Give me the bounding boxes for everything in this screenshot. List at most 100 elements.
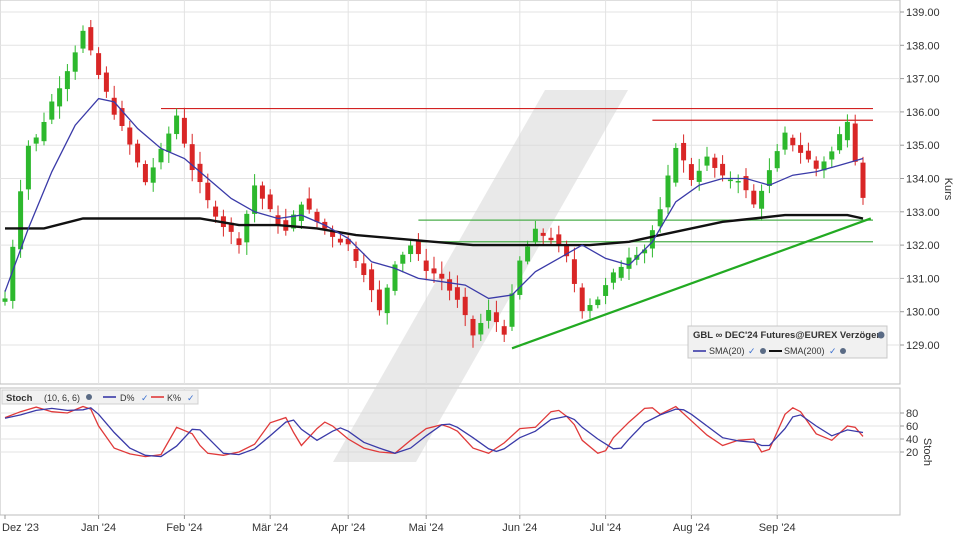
candle-body [673,147,679,183]
candle-body [759,190,765,209]
candle-body [72,52,78,72]
candle-body [782,132,788,150]
candle-body [603,285,609,296]
candle-body [587,305,593,311]
price-axis-title: Kurs [942,178,954,201]
candle-body [119,108,125,126]
candle-body [88,27,94,51]
candle-body [57,88,63,107]
candle-body [415,241,421,255]
candle-body [244,213,250,243]
candle-body [103,72,109,92]
stoch-lines-layer [4,405,864,458]
month-tick-label: Feb '24 [166,522,202,534]
candle-body [447,279,453,291]
candle-body [798,145,804,153]
candle-body [571,259,577,284]
candle-body [470,318,476,336]
candle-body [174,115,180,135]
candle-body [205,182,211,201]
legend-sma20-label: SMA(20) [709,346,745,356]
candle-body [657,209,663,227]
candle-body [618,266,624,278]
candle-body [727,179,733,182]
sma-layer [4,97,864,300]
month-tick-label: Aug '24 [673,522,710,534]
gear-icon[interactable] [877,331,885,339]
candle-body [33,137,39,144]
candle-body [298,204,304,221]
check-icon[interactable]: ✓ [187,393,195,403]
price-tick-label: 136.00 [906,107,940,119]
candle-body [431,268,437,274]
price-tick-label: 133.00 [906,207,940,219]
gear-icon[interactable] [86,394,92,400]
levels-layer [161,107,873,350]
month-tick-label: Jun '24 [502,522,537,534]
candle-body [564,245,570,257]
candle-body [540,232,546,236]
candle-body [696,170,702,182]
candle-body [735,181,741,183]
candle-body [462,296,468,316]
stoch-legend-box [1,389,199,405]
candle-body [525,246,531,262]
candle-body [236,238,242,246]
candle-body [704,156,710,166]
month-tick-label: Jul '24 [590,522,621,534]
candle-body [213,206,219,217]
candle-body [158,148,164,163]
stoch-d-line [4,407,864,458]
check-icon[interactable]: ✓ [829,346,837,356]
candle-body [291,214,297,229]
candle-body [49,101,55,120]
candle-body [353,249,359,262]
legend-k-label: K% [167,393,181,403]
sma200-line [5,213,864,247]
gear-icon[interactable] [840,348,846,354]
candles-layer [2,20,866,348]
month-tick-label: Jan '24 [81,522,116,534]
price-grid [0,0,900,384]
candle-body [142,164,148,183]
candle-body [556,234,562,246]
month-tick-label: Dez '23 [2,522,39,534]
candle-body [314,211,320,222]
candle-body [665,175,671,208]
candle-body [189,144,195,171]
month-tick-label: Sep '24 [759,522,796,534]
check-icon[interactable]: ✓ [141,393,149,403]
month-tick-label: Apr '24 [331,522,366,534]
candle-body [720,163,726,176]
candle-body [96,53,102,75]
candle-body [829,151,835,160]
price-tick-label: 131.00 [906,273,940,285]
candle-body [790,137,796,146]
price-tick-label: 134.00 [906,174,940,186]
candle-body [330,231,336,237]
price-tick-label: 135.00 [906,140,940,152]
candle-body [517,260,523,295]
gear-icon[interactable] [760,348,766,354]
candle-body [275,215,281,225]
check-icon[interactable]: ✓ [748,346,756,356]
candle-body [844,121,850,141]
candle-body [501,326,507,335]
candle-body [345,238,351,245]
candle-body [493,312,499,323]
trend-line [511,217,872,350]
candle-body [860,162,866,198]
candle-body [127,127,133,145]
stoch-tick-label: 20 [906,447,918,459]
candle-body [135,143,141,163]
stoch-tick-label: 60 [906,421,918,433]
candle-body [548,237,554,241]
candle-body [384,287,390,314]
candle-body [376,289,382,311]
candle-body [766,170,772,186]
candle-body [813,160,819,169]
candle-body [259,185,265,199]
candle-body [852,123,858,162]
